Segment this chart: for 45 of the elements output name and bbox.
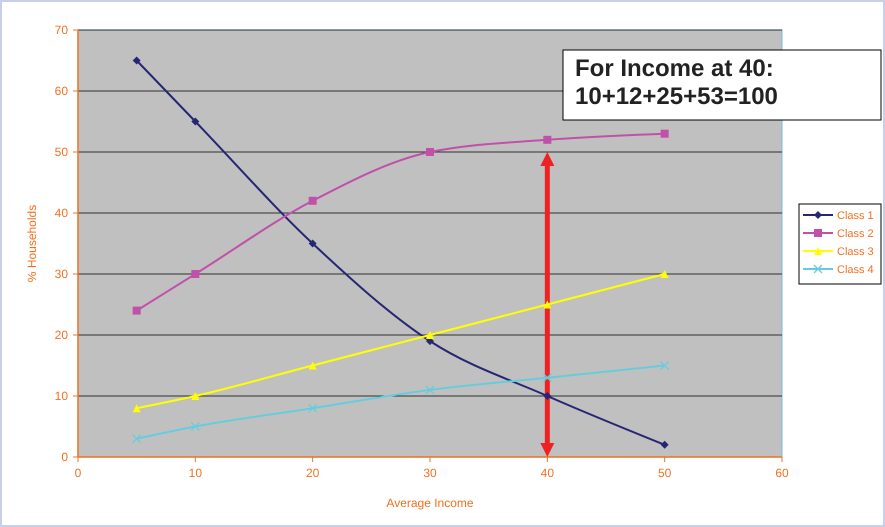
point: [190, 422, 200, 432]
x-tick-label: 20: [306, 466, 320, 480]
point: [132, 434, 142, 444]
legend-label: Class 2: [837, 228, 874, 240]
x-tick-label: 30: [423, 466, 437, 480]
point: [191, 392, 200, 400]
y-tick-label: 50: [54, 145, 68, 160]
legend-label: Class 3: [837, 246, 874, 258]
x-tick-label: 0: [74, 466, 82, 480]
point: [426, 331, 434, 339]
x-tick-label: 40: [540, 466, 554, 480]
point: [426, 148, 434, 156]
y-tick-label: 10: [54, 389, 68, 404]
y-tick-label: 30: [54, 267, 68, 282]
point: [308, 240, 317, 248]
point: [308, 404, 318, 413]
legend-label: Class 1: [837, 210, 874, 222]
annotation: For Income at 40: 10+12+25+53=100: [575, 55, 778, 110]
point: [308, 362, 317, 370]
point: [660, 130, 669, 138]
point: [543, 300, 552, 308]
y-tick-label: 70: [54, 23, 68, 38]
y-tick-label: 0: [61, 450, 68, 464]
legend-label: Class 4: [837, 264, 874, 276]
point: [308, 196, 317, 205]
y-tick-label: 20: [54, 328, 68, 342]
point: [425, 385, 435, 395]
y-tick-label: 60: [54, 84, 68, 98]
point: [543, 392, 552, 400]
point: [132, 404, 141, 412]
point: [132, 56, 141, 64]
point: [660, 270, 669, 278]
point: [543, 136, 552, 144]
point: [132, 306, 141, 315]
y-axis-title: % Households: [25, 204, 39, 282]
point: [542, 373, 552, 382]
point: [191, 118, 200, 126]
point: [660, 360, 670, 370]
point: [191, 270, 200, 278]
y-tick-label: 40: [54, 206, 68, 220]
x-tick-label: 10: [188, 466, 202, 480]
point: [660, 440, 669, 449]
x-tick-label: 60: [775, 466, 789, 480]
x-axis-title: Average Income: [386, 496, 474, 510]
x-tick-label: 50: [658, 466, 672, 480]
